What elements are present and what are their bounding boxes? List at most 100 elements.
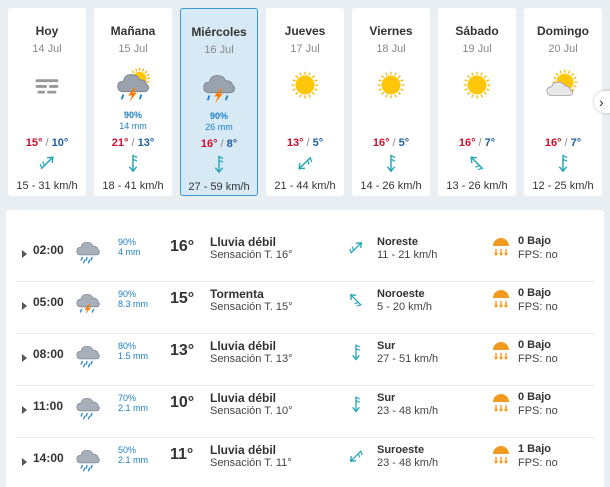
fog-icon [28, 66, 66, 104]
hour-row[interactable]: 11:00 70% 2.1 mm 10° Lluvia débil Sensación T… [16, 386, 594, 438]
wind-speed: 11 - 21 km/h [377, 249, 438, 261]
wind-direction-icon [346, 394, 366, 414]
fps-label: FPS: no [518, 301, 558, 313]
wind-direction-icon [346, 446, 366, 466]
wind-direction-label: Noreste [377, 236, 418, 248]
day-name: Miércoles [191, 25, 247, 39]
wind-speed: 21 - 44 km/h [274, 180, 336, 192]
feels-like: Sensación T. 13° [210, 353, 293, 365]
sun-icon [372, 66, 410, 104]
uv-sun-icon [490, 391, 512, 413]
day-temps: 16° / 7° [458, 137, 496, 149]
day-card[interactable]: Domingo 20 Jul 16° / 7° 12 - 25 km/h [524, 8, 602, 196]
day-card[interactable]: Jueves 17 Jul 13° / 5° 21 - 44 km/h [266, 8, 344, 196]
wind-direction-icon [346, 342, 366, 362]
precip-probability: 70% [118, 393, 137, 403]
precip-probability: 50% [118, 445, 137, 455]
day-date: 20 Jul [548, 43, 578, 55]
max-temp: 16° [200, 138, 218, 150]
precip-amount: 4 mm [118, 247, 141, 257]
rain-cloud-icon [74, 340, 102, 368]
day-temps: 16° / 8° [200, 138, 238, 150]
sun-cloud-icon [544, 66, 582, 104]
min-temp: 10° [51, 137, 69, 149]
storm-cloud-icon [74, 288, 102, 316]
precip-probability: 90% [209, 111, 228, 121]
day-card[interactable]: Mañana 15 Jul 90% 14 mm 21° / 13° 18 - 41 km/… [94, 8, 172, 196]
day-date: 15 Jul [118, 43, 148, 55]
wind-direction-icon [466, 152, 488, 174]
expand-caret-icon[interactable] [22, 302, 27, 310]
precip-amount: 14 mm [119, 121, 147, 131]
day-card[interactable]: Miércoles 16 Jul 90% 26 mm 16° / 8° 27 - 59 k… [180, 8, 258, 196]
wind-direction-icon [294, 152, 316, 174]
min-temp: 7° [484, 137, 496, 149]
hour-row[interactable]: 08:00 80% 1.5 mm 13° Lluvia débil Sensación T… [16, 334, 594, 386]
feels-like: Sensación T. 15° [210, 301, 293, 313]
day-card[interactable]: Viernes 18 Jul 16° / 5° 14 - 26 km/h [352, 8, 430, 196]
wind-speed: 23 - 48 km/h [377, 405, 439, 417]
day-name: Mañana [110, 24, 156, 38]
day-temps: 13° / 5° [286, 137, 324, 149]
day-date: 14 Jul [32, 43, 62, 55]
day-name: Hoy [35, 24, 59, 38]
feels-like: Sensación T. 16° [210, 249, 293, 261]
precip-amount: 2.1 mm [118, 455, 149, 465]
min-temp: 7° [570, 137, 582, 149]
day-date: 19 Jul [462, 43, 492, 55]
uv-index: 0 Bajo [518, 339, 552, 351]
hour-time: 14:00 [33, 451, 64, 465]
day-temps: 16° / 5° [372, 137, 410, 149]
wind-speed: 12 - 25 km/h [532, 180, 594, 192]
uv-sun-icon [490, 287, 512, 309]
wind-speed: 13 - 26 km/h [446, 180, 508, 192]
day-card[interactable]: Sábado 19 Jul 16° / 7° 13 - 26 km/h [438, 8, 516, 196]
hour-row[interactable]: 14:00 50% 2.1 mm 11° Lluvia débil Sensación T… [16, 438, 594, 487]
precip-probability: 90% [118, 237, 137, 247]
fps-label: FPS: no [518, 353, 558, 365]
precip-amount: 2.1 mm [118, 403, 149, 413]
uv-index: 0 Bajo [518, 235, 552, 247]
precip-amount: 1.5 mm [118, 351, 149, 361]
wind-direction-icon [346, 290, 366, 310]
rain-cloud-icon [74, 444, 102, 472]
expand-caret-icon[interactable] [22, 458, 27, 466]
wind-direction-label: Noroeste [377, 288, 425, 300]
expand-caret-icon[interactable] [22, 406, 27, 414]
weather-description: Tormenta [210, 287, 264, 301]
precip-probability: 90% [118, 289, 137, 299]
wind-speed: 15 - 31 km/h [16, 180, 78, 192]
wind-direction-icon [122, 152, 144, 174]
max-temp: 16° [458, 137, 476, 149]
daily-forecast-strip: Hoy 14 Jul 15° / 10° 15 - 31 km/h Mañana 15 J… [0, 0, 610, 200]
max-temp: 16° [372, 137, 390, 149]
wind-direction-icon [552, 152, 574, 174]
hour-row[interactable]: 05:00 90% 8.3 mm 15° Tormenta Sensación T. 15… [16, 282, 594, 334]
precip-probability: 80% [118, 341, 137, 351]
wind-speed: 5 - 20 km/h [377, 301, 433, 313]
wind-speed: 14 - 26 km/h [360, 180, 422, 192]
next-days-button[interactable]: › [594, 91, 610, 113]
hour-temp: 10° [170, 394, 195, 411]
wind-speed: 27 - 51 km/h [377, 353, 439, 365]
min-temp: 8° [226, 138, 238, 150]
uv-sun-icon [490, 235, 512, 257]
expand-caret-icon[interactable] [22, 250, 27, 258]
day-temps: 15° / 10° [25, 137, 69, 149]
feels-like: Sensación T. 10° [210, 405, 293, 417]
wind-direction-icon [380, 152, 402, 174]
sun-icon [286, 66, 324, 104]
max-temp: 21° [111, 137, 129, 149]
hour-temp: 16° [170, 238, 195, 255]
wind-direction-label: Suroeste [377, 444, 425, 456]
day-date: 17 Jul [290, 43, 320, 55]
rain-cloud-icon [74, 236, 102, 264]
day-date: 18 Jul [376, 43, 406, 55]
hour-row[interactable]: 02:00 90% 4 mm 16° Lluvia débil Sensación T. … [16, 230, 594, 282]
day-card[interactable]: Hoy 14 Jul 15° / 10° 15 - 31 km/h [8, 8, 86, 196]
uv-index: 0 Bajo [518, 287, 552, 299]
hour-time: 05:00 [33, 295, 64, 309]
weather-description: Lluvia débil [210, 235, 277, 249]
precip-amount: 26 mm [205, 122, 233, 132]
expand-caret-icon[interactable] [22, 354, 27, 362]
